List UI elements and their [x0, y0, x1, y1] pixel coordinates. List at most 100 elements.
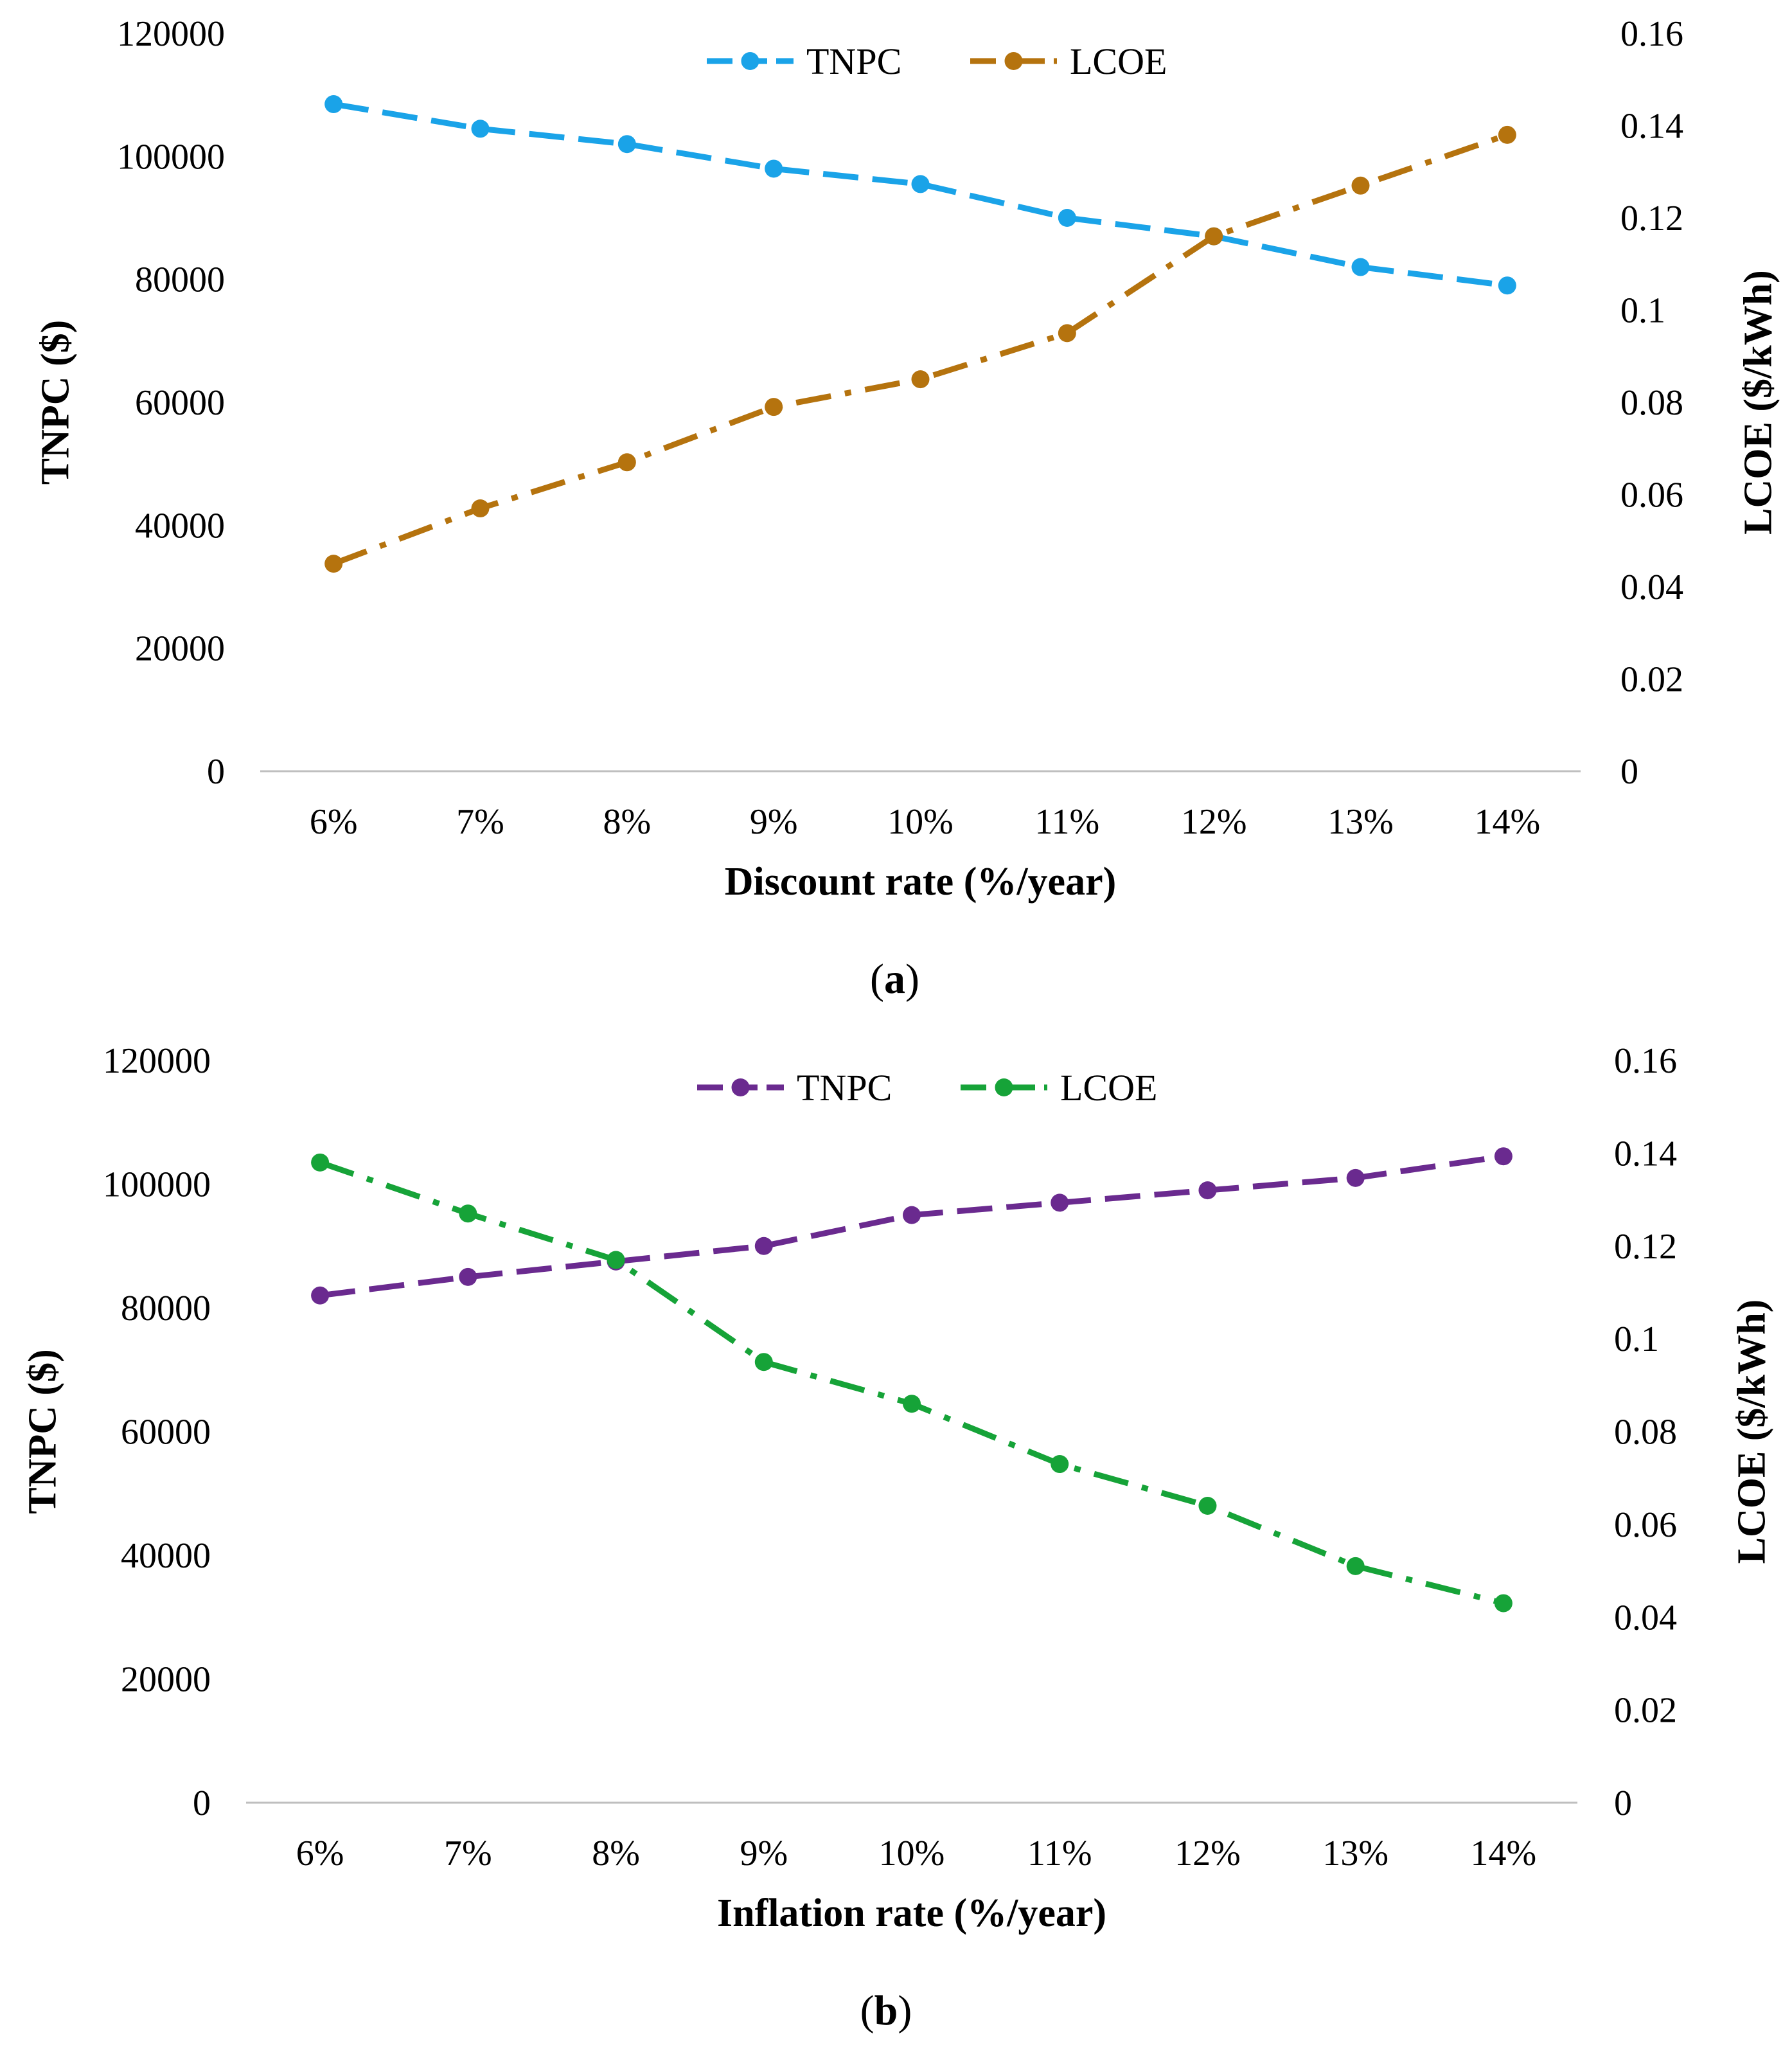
legend-label-lcoe: LCOE	[1060, 1067, 1157, 1109]
y2-tick-label: 0	[1620, 752, 1638, 792]
y2-tick-label: 0.16	[1614, 1041, 1677, 1081]
x-axis-title: Discount rate (%/year)	[725, 860, 1117, 904]
panel-label: (a)	[870, 956, 919, 1003]
x-tick-label: 10%	[887, 802, 954, 842]
data-point-tnpc	[1498, 276, 1516, 295]
chart-b: 0 20000 40000 60000 80000 100000 120000 0 0.02 0.…	[21, 1041, 1774, 2034]
y2-tick-label: 0.08	[1620, 383, 1683, 423]
x-tick-label: 14%	[1475, 802, 1541, 842]
data-point-tnpc	[1346, 1168, 1365, 1187]
data-point-lcoe	[765, 398, 783, 416]
y-tick-label: 100000	[117, 137, 225, 177]
x-tick-label: 10%	[879, 1834, 945, 1873]
data-point-lcoe	[311, 1153, 330, 1172]
y-tick-label: 80000	[121, 1289, 211, 1328]
data-point-tnpc	[1494, 1147, 1513, 1166]
data-point-tnpc	[459, 1267, 477, 1286]
chart-a: 0 20000 40000 60000 80000 100000 120000 0 0.02 0.…	[34, 14, 1780, 1003]
data-point-lcoe	[1198, 1497, 1217, 1515]
y2-tick-label: 0.1	[1620, 291, 1665, 331]
y2-axis-title: LCOE ($/kWh)	[1730, 1299, 1774, 1564]
x-tick-label: 12%	[1181, 802, 1247, 842]
data-point-tnpc	[1198, 1181, 1217, 1200]
y2-tick-label: 0.16	[1620, 14, 1683, 54]
series-line-tnpc	[319, 1153, 1504, 1299]
data-point-lcoe	[617, 453, 636, 472]
data-point-lcoe	[1498, 125, 1516, 144]
x-tick-label: 13%	[1322, 1834, 1388, 1873]
data-point-tnpc	[1351, 258, 1370, 276]
data-point-tnpc	[1058, 209, 1076, 227]
data-point-tnpc	[903, 1206, 921, 1224]
y-tick-label: 40000	[121, 1536, 211, 1576]
y-tick-label: 80000	[135, 260, 225, 300]
series-line-lcoe	[332, 132, 1509, 567]
y2-tick-label: 0	[1614, 1783, 1632, 1823]
x-tick-label: 7%	[456, 802, 504, 842]
x-tick-label: 8%	[592, 1834, 640, 1873]
y-tick-label: 40000	[135, 506, 225, 546]
x-tick-label: 12%	[1175, 1834, 1241, 1873]
y2-tick-label: 0.04	[1614, 1598, 1677, 1638]
data-point-lcoe	[1205, 227, 1223, 246]
data-point-lcoe	[1346, 1557, 1365, 1575]
x-tick-label: 6%	[296, 1834, 344, 1873]
y2-tick-label: 0.14	[1620, 107, 1683, 147]
panel-label: (b)	[860, 1987, 912, 2034]
y2-tick-label: 0.02	[1620, 660, 1683, 700]
y-tick-label: 0	[193, 1783, 211, 1823]
data-point-lcoe	[1494, 1594, 1513, 1612]
y2-tick-label: 0.02	[1614, 1691, 1677, 1731]
x-tick-label: 11%	[1035, 802, 1100, 842]
data-point-lcoe	[754, 1353, 773, 1371]
series-line-tnpc	[333, 101, 1508, 289]
y2-tick-label: 0.06	[1614, 1505, 1677, 1545]
legend-label-tnpc: TNPC	[797, 1067, 892, 1109]
series-line-lcoe	[319, 1159, 1504, 1606]
y2-tick-label: 0.04	[1620, 567, 1683, 607]
legend-label-lcoe: LCOE	[1070, 40, 1167, 82]
data-point-lcoe	[903, 1395, 921, 1413]
y-tick-label: 0	[207, 752, 225, 792]
x-tick-label: 13%	[1327, 802, 1394, 842]
data-point-tnpc	[471, 120, 490, 138]
y-tick-label: 120000	[103, 1041, 211, 1081]
data-point-lcoe	[1351, 176, 1370, 195]
legend-label-tnpc: TNPC	[806, 40, 901, 82]
y2-tick-label: 0.1	[1614, 1319, 1659, 1359]
y-axis-title: TNPC ($)	[21, 1349, 65, 1514]
data-point-tnpc	[1051, 1193, 1069, 1212]
data-point-lcoe	[1058, 324, 1076, 343]
y-tick-label: 60000	[121, 1413, 211, 1452]
legend-marker-lcoe	[1004, 52, 1023, 70]
data-point-lcoe	[324, 555, 343, 573]
data-point-lcoe	[1051, 1455, 1069, 1474]
y2-tick-label: 0.08	[1614, 1413, 1677, 1452]
x-tick-label: 11%	[1027, 1834, 1092, 1873]
x-tick-label: 14%	[1471, 1834, 1537, 1873]
y2-tick-label: 0.06	[1620, 476, 1683, 515]
data-point-lcoe	[459, 1204, 477, 1223]
x-axis-title: Inflation rate (%/year)	[717, 1891, 1106, 1935]
legend-marker-tnpc	[731, 1078, 750, 1096]
y-tick-label: 20000	[121, 1660, 211, 1700]
data-point-tnpc	[765, 159, 783, 178]
x-tick-label: 9%	[740, 1834, 788, 1873]
y2-tick-label: 0.12	[1620, 199, 1683, 238]
data-point-tnpc	[311, 1286, 330, 1305]
x-tick-label: 8%	[603, 802, 652, 842]
x-tick-label: 7%	[444, 1834, 492, 1873]
y-tick-label: 100000	[103, 1165, 211, 1205]
data-point-tnpc	[617, 135, 636, 154]
y-tick-label: 120000	[117, 14, 225, 54]
x-tick-label: 9%	[750, 802, 798, 842]
data-point-tnpc	[911, 175, 930, 193]
legend-marker-tnpc	[741, 52, 759, 70]
y2-axis-title: LCOE ($/kWh)	[1737, 270, 1780, 535]
y2-tick-label: 0.14	[1614, 1134, 1677, 1174]
y-tick-label: 20000	[135, 629, 225, 669]
y-axis-title: TNPC ($)	[34, 320, 78, 485]
y-tick-label: 60000	[135, 383, 225, 423]
x-tick-label: 6%	[310, 802, 358, 842]
